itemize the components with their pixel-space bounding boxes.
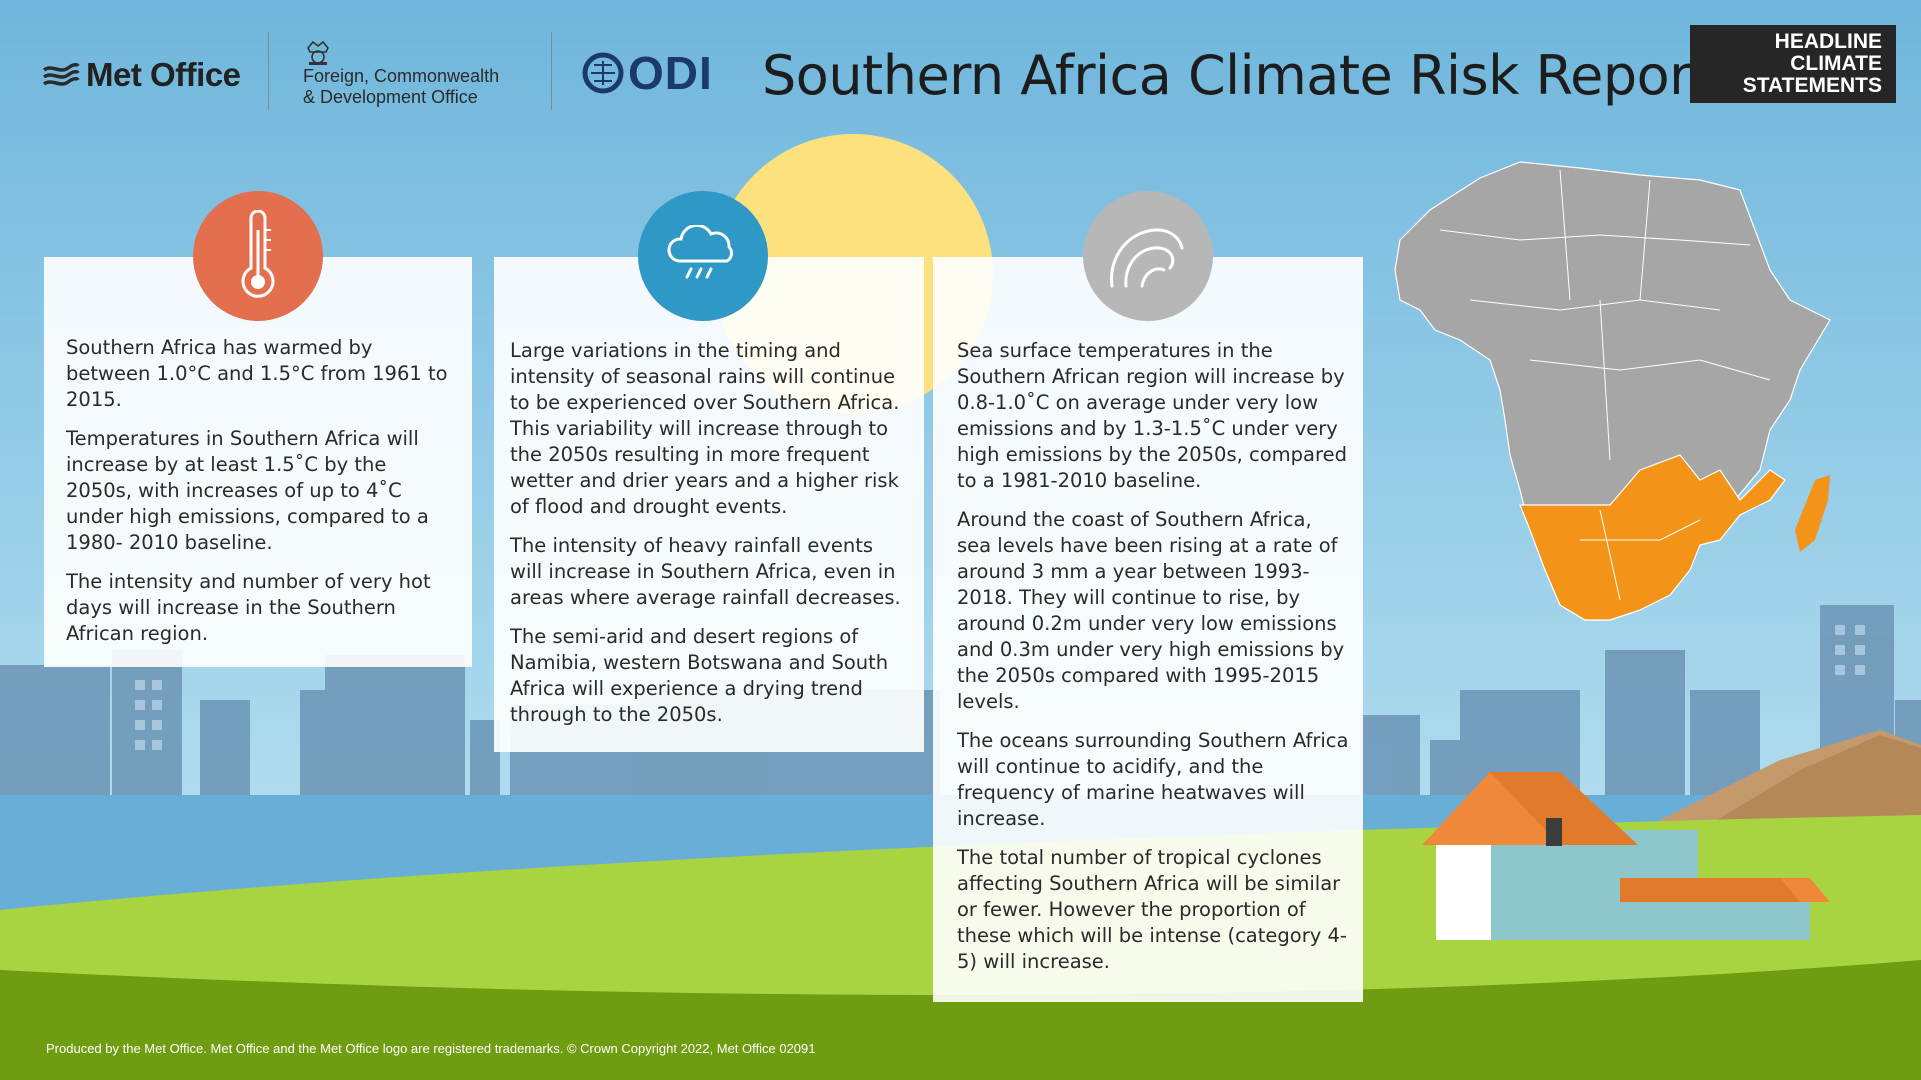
rain-cloud-icon	[638, 191, 768, 321]
rainfall-statement: Large variations in the timing and inten…	[510, 339, 900, 518]
sea-statement: The oceans surrounding Southern Africa w…	[957, 729, 1349, 830]
copyright-footer: Produced by the Met Office. Met Office a…	[46, 1041, 816, 1056]
badge-line: HEADLINE	[1774, 30, 1882, 53]
met-office-swoosh-icon	[42, 62, 80, 86]
odi-globe-icon	[582, 52, 624, 94]
sea-statement: Sea surface temperatures in the Southern…	[957, 339, 1347, 492]
sea-statement: The total number of tropical cyclones af…	[957, 846, 1347, 973]
met-office-logo[interactable]: Met Office	[42, 52, 241, 98]
temperature-statement: Temperatures in Southern Africa will inc…	[66, 427, 429, 554]
southern-africa-region	[1519, 454, 1786, 621]
report-title: Southern Africa Climate Risk Report	[762, 44, 1712, 107]
rainfall-card: Large variations in the timing and inten…	[494, 257, 924, 752]
thermometer-icon	[193, 191, 323, 321]
sea-card: Sea surface temperatures in the Southern…	[933, 257, 1363, 1002]
badge-line: CLIMATE	[1790, 52, 1882, 75]
royal-crest-icon	[307, 40, 329, 65]
odi-wordmark: ODI	[628, 47, 713, 99]
building-windows	[135, 625, 1865, 750]
rainfall-statement: The intensity of heavy rainfall events w…	[510, 534, 901, 609]
odi-logo[interactable]: ODI	[582, 47, 713, 99]
grass-dark	[0, 960, 1921, 1080]
met-office-wordmark: Met Office	[86, 56, 241, 93]
logo-divider	[268, 32, 269, 110]
fcdo-name-line1: Foreign, Commonwealth	[303, 66, 500, 86]
logo-divider	[551, 32, 552, 110]
temperature-card: Southern Africa has warmed by between 1.…	[44, 257, 472, 667]
badge-line: STATEMENTS	[1742, 74, 1882, 97]
wave-icon	[1083, 191, 1213, 321]
headline-climate-statements-badge: HEADLINE CLIMATE STATEMENTS	[1690, 25, 1896, 103]
temperature-statement: The intensity and number of very hot day…	[66, 570, 431, 645]
mountain-shadow	[1700, 735, 1921, 840]
temperature-statement: Southern Africa has warmed by between 1.…	[66, 336, 448, 411]
fcdo-logo[interactable]: Foreign, Commonwealth & Development Offi…	[303, 38, 499, 114]
africa-map	[1394, 161, 1831, 621]
house	[1422, 772, 1830, 940]
fcdo-name-line2: & Development Office	[303, 87, 478, 107]
sea-statement: Around the coast of Southern Africa, sea…	[957, 508, 1345, 713]
rainfall-statement: The semi-arid and desert regions of Nami…	[510, 625, 889, 726]
madagascar	[1795, 475, 1830, 552]
